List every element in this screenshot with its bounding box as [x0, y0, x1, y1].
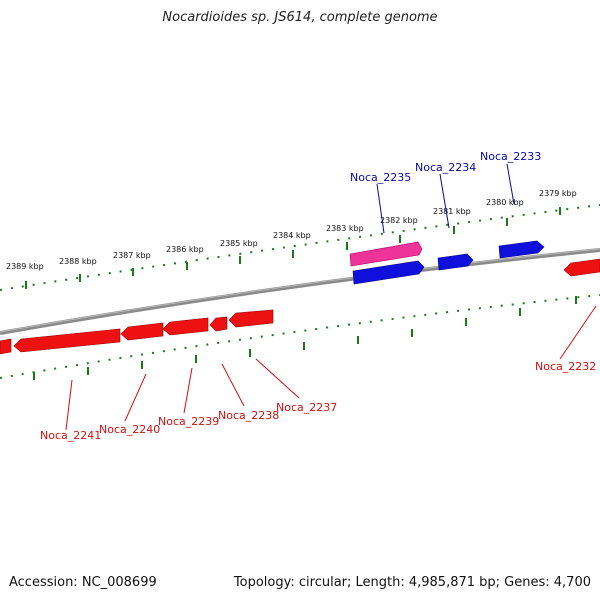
- gene-arrow-noca-2239: [162, 317, 209, 336]
- gene-arrow-noca-2235: [352, 260, 425, 285]
- gene-arrow-noca-2232: [563, 258, 600, 277]
- callout-line-noca-2233: [506, 163, 515, 205]
- kbp-label: 2384 kbp: [273, 231, 311, 240]
- kbp-label: 2385 kbp: [220, 239, 258, 248]
- kbp-label: 2387 kbp: [113, 251, 151, 260]
- kbp-label: 2380 kbp: [486, 198, 524, 207]
- forward-callout-lines: [376, 163, 515, 234]
- forward-gene-labels: Noca_2235 Noca_2234 Noca_2233: [350, 150, 541, 184]
- callout-line-noca-2238: [221, 363, 245, 407]
- gene-label-noca-2235: Noca_2235: [350, 171, 411, 184]
- inner-major-ticks: [33, 296, 577, 380]
- reverse-gene-labels: Noca_2241 Noca_2240 Noca_2239 Noca_2238 …: [40, 360, 596, 442]
- callout-line-noca-2232: [559, 305, 597, 360]
- kbp-label: 2383 kbp: [326, 224, 364, 233]
- gene-label-noca-2239: Noca_2239: [158, 415, 219, 428]
- kbp-label: 2381 kbp: [433, 207, 471, 216]
- callout-line-noca-2239: [183, 367, 193, 414]
- outer-major-ticks: [25, 207, 561, 289]
- forward-gene-arrows: [349, 240, 545, 285]
- gene-arrow-noca-2234: [437, 253, 474, 271]
- gene-label-noca-2233: Noca_2233: [480, 150, 541, 163]
- genome-backbone: [0, 248, 600, 335]
- kbp-label: 2382 kbp: [380, 216, 418, 225]
- callout-line-noca-2241: [65, 379, 73, 431]
- genome-summary-label: Topology: circular; Length: 4,985,871 bp…: [233, 575, 591, 590]
- map-title: Nocardioides sp. JS614, complete genome: [162, 10, 438, 25]
- kbp-label: 2386 kbp: [166, 245, 204, 254]
- gene-label-noca-2234: Noca_2234: [415, 161, 476, 174]
- callout-line-noca-2235: [376, 183, 385, 234]
- gene-arrow-noca-2237: [228, 309, 274, 328]
- gene-arrow-noca-2235-highlight: [349, 241, 423, 267]
- gene-label-noca-2232: Noca_2232: [535, 360, 596, 373]
- kbp-label: 2388 kbp: [59, 257, 97, 266]
- reverse-callout-lines: [65, 305, 597, 431]
- gene-label-noca-2241: Noca_2241: [40, 429, 101, 442]
- gene-arrow-noca-2241: [13, 328, 121, 353]
- gene-label-noca-2237: Noca_2237: [276, 401, 337, 414]
- gene-label-noca-2238: Noca_2238: [218, 409, 279, 422]
- callout-line-noca-2234: [439, 173, 450, 229]
- accession-label: Accession: NC_008699: [9, 575, 157, 590]
- kbp-label: 2389 kbp: [6, 262, 44, 271]
- kbp-label: 2379 kbp: [539, 189, 577, 198]
- gene-label-noca-2240: Noca_2240: [99, 423, 160, 436]
- gene-arrow-noca-2233: [498, 240, 545, 259]
- genome-backbone-highlight: [0, 248, 600, 333]
- callout-line-noca-2237: [255, 358, 300, 399]
- gene-arrow-noca-2238: [209, 316, 228, 332]
- gene-arrow-noca-2240: [120, 322, 164, 341]
- callout-line-noca-2240: [124, 373, 147, 422]
- gene-arrow-noca-2241-partial: [0, 338, 12, 355]
- reverse-gene-arrows: [0, 258, 600, 355]
- kbp-labels: 2389 kbp 2388 kbp 2387 kbp 2386 kbp 2385 kbp…: [6, 189, 577, 271]
